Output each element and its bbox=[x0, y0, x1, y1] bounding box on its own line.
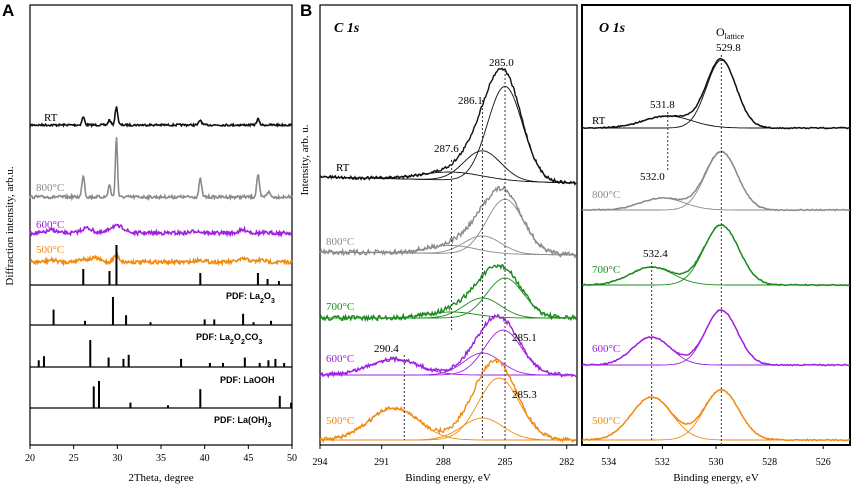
xrd-curve-600 bbox=[29, 223, 293, 238]
c1s-title: C 1s bbox=[334, 21, 360, 36]
c1s-component-600-2 bbox=[320, 358, 575, 376]
c1s-anno-2853: 285.3 bbox=[512, 389, 537, 401]
c1s-component-500-1 bbox=[320, 417, 575, 441]
xrd-tick-label-30: 30 bbox=[112, 453, 122, 464]
o1s-label-500: 500°C bbox=[592, 415, 620, 427]
panel-label-a: A bbox=[2, 1, 14, 20]
c1s-label-rt: RT bbox=[336, 162, 350, 174]
c1s-curves bbox=[319, 67, 577, 444]
o1s-tick-label-528: 528 bbox=[762, 457, 777, 468]
o1s-label-700: 700°C bbox=[592, 264, 620, 276]
pdf-label-laooh: PDF: LaOOH bbox=[220, 375, 275, 385]
c1s-component-500-2 bbox=[319, 407, 575, 441]
o1s-olattice-label: Olattice bbox=[716, 25, 745, 41]
o1s-panel: 534 532 530 528 526 O 1s Olattice Binding en… bbox=[581, 4, 851, 484]
xrd-tick-label-45: 45 bbox=[243, 453, 253, 464]
o1s-curve-500 bbox=[581, 388, 851, 442]
xrd-curves bbox=[29, 106, 293, 267]
o1s-component-700-0 bbox=[582, 224, 848, 286]
xrd-label-rt: RT bbox=[44, 112, 58, 124]
xrd-tick-label-40: 40 bbox=[200, 453, 210, 464]
xrd-sticks bbox=[37, 245, 293, 408]
o1s-component-800-0 bbox=[582, 151, 848, 211]
xrd-tick-label-25: 25 bbox=[69, 453, 79, 464]
c1s-tick-label-285: 285 bbox=[498, 457, 513, 468]
o1s-component-700-1 bbox=[582, 266, 848, 286]
c1s-panel: 294 291 288 285 282 C 1s Intensity, arb. u. … bbox=[299, 4, 578, 484]
xrd-label-600: 600°C bbox=[36, 219, 64, 231]
o1s-curves bbox=[581, 55, 851, 445]
o1s-anno-5298: 529.8 bbox=[716, 42, 741, 54]
pdf-label-la2o3: PDF: La2O3 bbox=[226, 291, 275, 305]
o1s-label-600: 600°C bbox=[592, 343, 620, 355]
c1s-component-RT-0 bbox=[320, 85, 575, 184]
xrd-y-axis-label: Diffraction intensity, arb.u. bbox=[4, 166, 16, 285]
o1s-tick-label-526: 526 bbox=[816, 457, 831, 468]
o1s-component-RT-0 bbox=[582, 59, 848, 129]
c1s-tick-label-291: 291 bbox=[374, 457, 389, 468]
c1s-anno-2851: 285.1 bbox=[512, 332, 537, 344]
pdf-label-laoh3: PDF: La(OH)3 bbox=[214, 415, 272, 429]
c1s-x-axis-label: Binding energy, eV bbox=[405, 472, 491, 484]
c1s-label-800: 800°C bbox=[326, 236, 354, 248]
o1s-component-600-1 bbox=[582, 336, 848, 366]
c1s-component-800-0 bbox=[320, 198, 575, 256]
o1s-anno-5324: 532.4 bbox=[643, 248, 668, 260]
o1s-tick-label-530: 530 bbox=[709, 457, 724, 468]
c1s-anno-2850: 285.0 bbox=[489, 57, 514, 69]
o1s-curve-RT bbox=[582, 57, 851, 130]
o1s-anno-5320: 532.0 bbox=[640, 171, 665, 183]
c1s-component-500-0 bbox=[320, 377, 575, 441]
xrd-panel: 20 25 30 35 40 45 50 RT 800°C 600°C 500°C PDF:… bbox=[4, 4, 297, 484]
c1s-frame bbox=[319, 4, 578, 446]
xrd-curve-800 bbox=[29, 137, 293, 202]
c1s-anno-2876: 287.6 bbox=[434, 143, 459, 155]
o1s-anno-5318: 531.8 bbox=[650, 99, 675, 111]
xrd-x-axis-label: 2Theta, degree bbox=[128, 472, 193, 484]
o1s-title: O 1s bbox=[599, 21, 626, 36]
c1s-label-700: 700°C bbox=[326, 301, 354, 313]
o1s-frame bbox=[581, 4, 851, 446]
c1s-anno-2861: 286.1 bbox=[458, 95, 483, 107]
o1s-component-RT-1 bbox=[582, 115, 848, 129]
o1s-x-ticks: 534 532 530 528 526 bbox=[601, 445, 831, 468]
c1s-anno-2904: 290.4 bbox=[374, 343, 399, 355]
c1s-component-700-2 bbox=[320, 311, 575, 319]
c1s-tick-label-294: 294 bbox=[313, 457, 328, 468]
xrd-tick-label-20: 20 bbox=[25, 453, 35, 464]
c1s-y-axis-label: Intensity, arb. u. bbox=[299, 124, 311, 195]
c1s-curve-800 bbox=[319, 185, 577, 259]
c1s-label-600: 600°C bbox=[326, 353, 354, 365]
c1s-component-800-2 bbox=[320, 245, 575, 256]
o1s-tick-label-532: 532 bbox=[655, 457, 670, 468]
c1s-component-RT-2 bbox=[320, 171, 575, 184]
c1s-label-500: 500°C bbox=[326, 415, 354, 427]
pdf-label-la2o2co3: PDF: La2O2CO3 bbox=[196, 332, 262, 346]
o1s-label-rt: RT bbox=[592, 115, 606, 127]
xrd-tick-label-50: 50 bbox=[287, 453, 297, 464]
o1s-olattice-sub: lattice bbox=[725, 32, 745, 41]
o1s-component-800-1 bbox=[582, 197, 848, 211]
c1s-tick-label-288: 288 bbox=[436, 457, 451, 468]
o1s-olattice-main: O bbox=[716, 25, 725, 39]
xrd-label-800: 800°C bbox=[36, 182, 64, 194]
o1s-component-500-0 bbox=[582, 389, 848, 441]
xrd-curve-RT bbox=[29, 106, 293, 129]
xrd-curve-500 bbox=[29, 250, 293, 267]
xrd-label-500: 500°C bbox=[36, 244, 64, 256]
o1s-tick-label-534: 534 bbox=[601, 457, 616, 468]
xrd-tick-label-35: 35 bbox=[156, 453, 166, 464]
panel-label-b: B bbox=[300, 1, 312, 20]
c1s-x-ticks: 294 291 288 285 282 bbox=[313, 445, 574, 468]
o1s-label-800: 800°C bbox=[592, 189, 620, 201]
o1s-component-500-1 bbox=[581, 396, 848, 441]
c1s-component-600-1 bbox=[320, 352, 575, 376]
c1s-curve-RT bbox=[319, 67, 577, 186]
o1s-curve-800 bbox=[581, 150, 851, 212]
c1s-tick-label-282: 282 bbox=[559, 457, 574, 468]
o1s-x-axis-label: Binding energy, eV bbox=[673, 472, 759, 484]
xrd-x-ticks: 20 25 30 35 40 45 50 bbox=[25, 445, 297, 464]
o1s-curve-700 bbox=[581, 223, 851, 287]
